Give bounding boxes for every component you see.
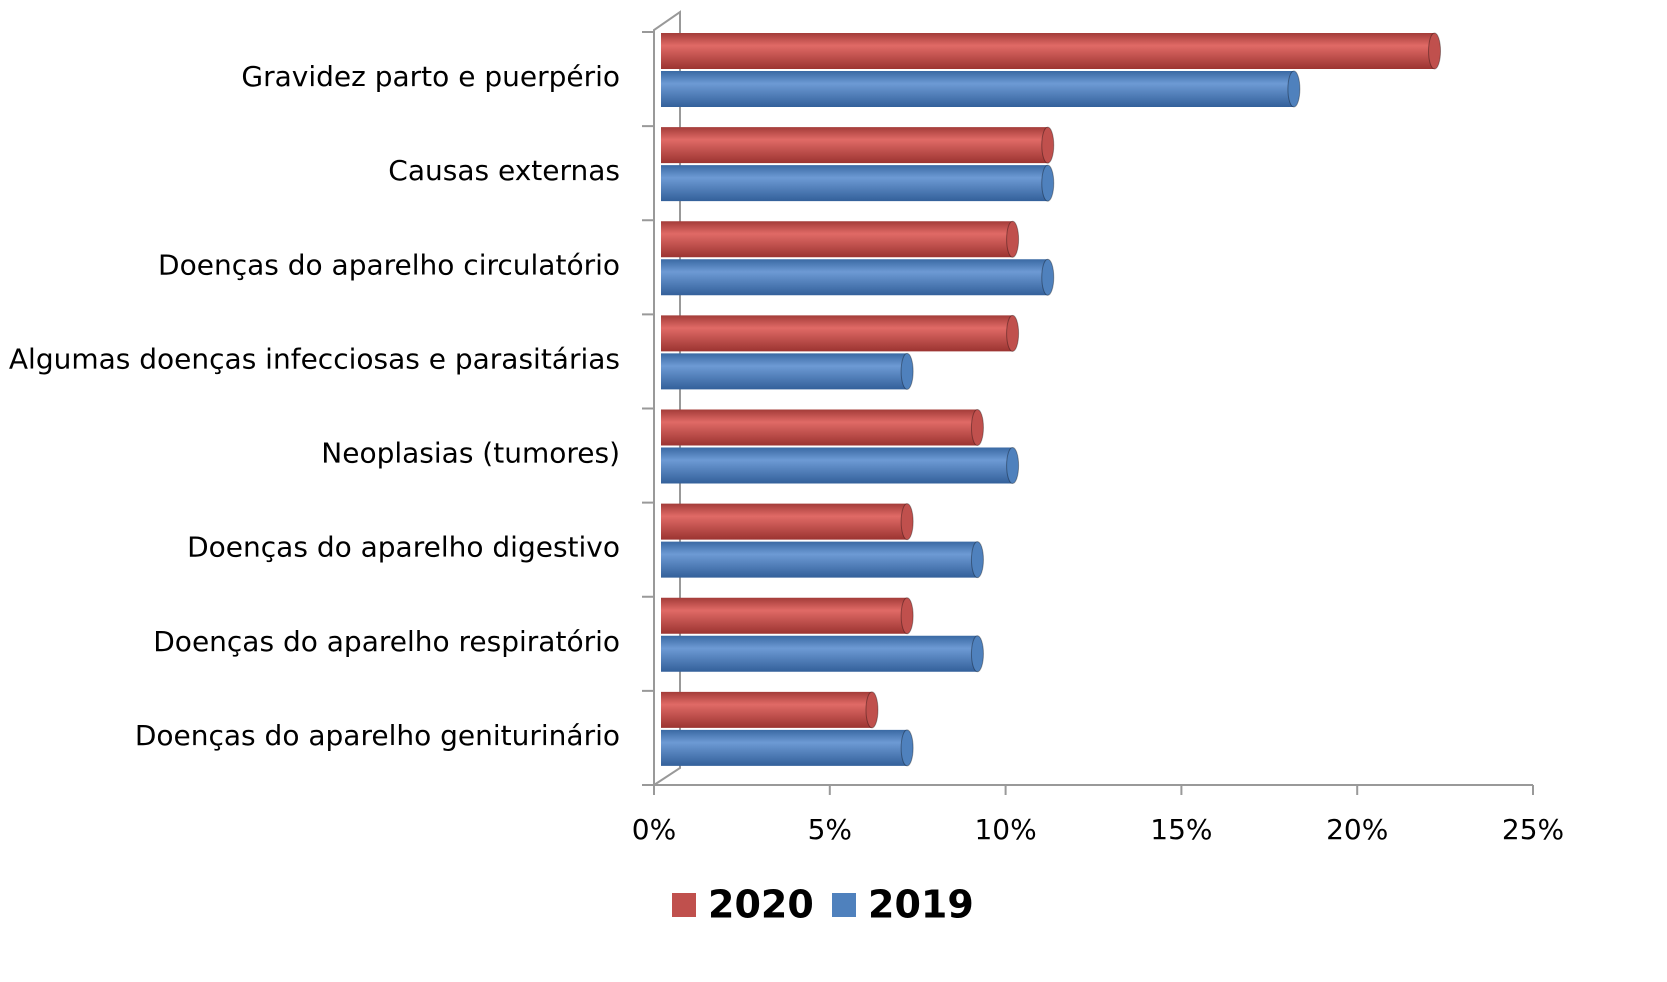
legend-label: 2020 — [708, 883, 814, 927]
x-tick-label: 5% — [808, 813, 852, 846]
y-tick-label: Doenças do aparelho circulatório — [158, 248, 620, 281]
bar — [661, 503, 908, 540]
bar — [661, 315, 1013, 352]
x-tick-label: 0% — [632, 813, 676, 846]
x-tick-label: 15% — [1150, 813, 1212, 846]
bar — [661, 353, 908, 390]
bar — [661, 597, 908, 634]
bar — [661, 691, 872, 728]
bar — [661, 165, 1048, 202]
axes-frame — [653, 10, 1533, 786]
x-tick-label: 10% — [974, 813, 1036, 846]
y-tick-label: Causas externas — [388, 154, 620, 187]
bar-cap — [970, 409, 984, 446]
bar — [661, 33, 1435, 69]
bar-cap — [900, 597, 914, 635]
bar — [661, 259, 1048, 296]
legend-swatch — [672, 893, 696, 917]
bar — [661, 221, 1013, 258]
y-tick-label: Doenças do aparelho geniturinário — [135, 719, 620, 752]
bar-cap — [1041, 258, 1055, 296]
bar-cap — [1006, 447, 1020, 484]
bar-cap — [900, 729, 914, 767]
y-tick-label: Doenças do aparelho respiratório — [153, 625, 620, 658]
bar — [661, 409, 978, 446]
bar-cap — [1287, 70, 1301, 108]
y-tick-label: Neoplasias (tumores) — [321, 437, 620, 470]
bar — [661, 127, 1048, 164]
legend-label: 2019 — [868, 883, 974, 927]
bar — [661, 729, 908, 766]
y-tick-label: Doenças do aparelho digestivo — [187, 531, 620, 564]
bar-cap — [1041, 126, 1055, 164]
bar-cap — [1006, 220, 1020, 258]
bar — [661, 447, 1013, 484]
bar — [661, 541, 978, 578]
bar — [661, 635, 978, 672]
bar-cap — [970, 635, 984, 673]
bar-cap — [900, 352, 914, 390]
y-tick-label: Algumas doenças infecciosas e parasitári… — [9, 342, 620, 375]
y-tick-label: Gravidez parto e puerpério — [241, 60, 620, 93]
bar-cap — [1006, 314, 1020, 352]
bar-cap — [1041, 164, 1055, 202]
x-tick-label: 25% — [1502, 813, 1564, 846]
bar — [661, 71, 1294, 107]
bar-cap — [970, 541, 984, 579]
bar-cap — [900, 503, 914, 541]
legend-swatch — [832, 893, 856, 917]
x-tick-label: 20% — [1326, 813, 1388, 846]
bar-cap — [865, 691, 879, 729]
bar-cap — [1428, 32, 1442, 70]
